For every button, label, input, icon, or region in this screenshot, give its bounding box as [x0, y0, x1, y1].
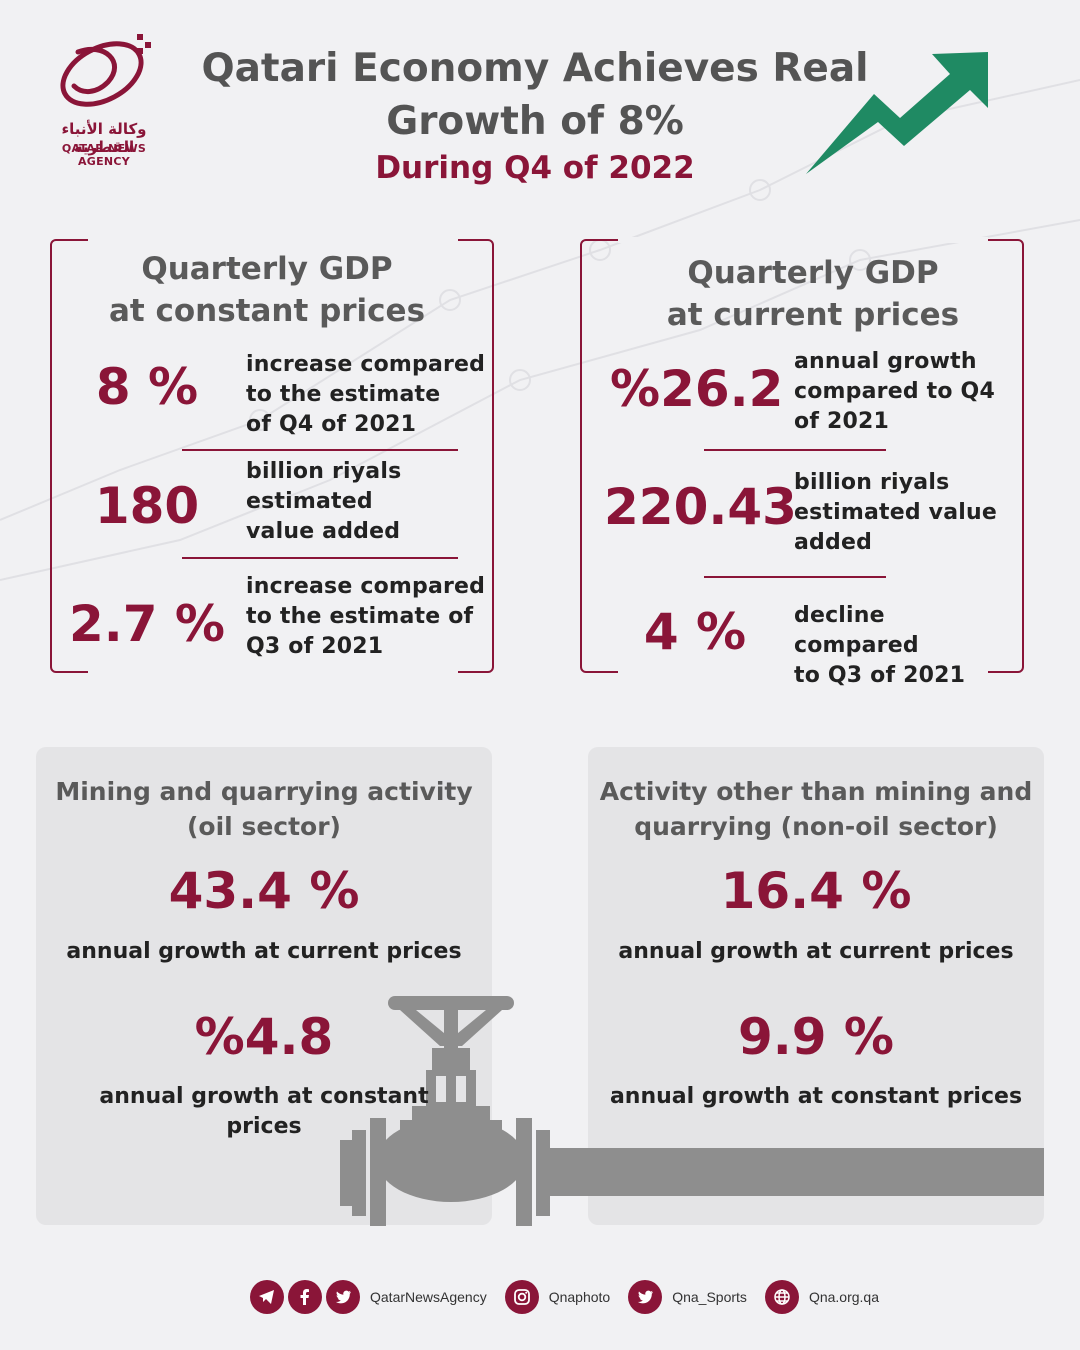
footer-handle-photo[interactable]: Qnaphoto [548, 1289, 611, 1305]
non-oil-sector-panel [588, 747, 1044, 1225]
oil-current-growth-value: 43.4 % [168, 862, 360, 920]
logo-arabic-text: وكالة الأنباء القطرية [61, 120, 147, 156]
twitter-icon[interactable] [326, 1280, 360, 1314]
stat-value: 220.43 [604, 478, 797, 536]
qna-logo: وكالة الأنباء القطرية QATAR NEWS AGENCY [34, 32, 174, 168]
stat-value: %26.2 [610, 360, 784, 418]
current-box-title-line-1: Quarterly GDP [687, 255, 939, 291]
footer-handle-qna[interactable]: QatarNewsAgency [370, 1289, 487, 1305]
page-subtitle: During Q4 of 2022 [375, 150, 695, 186]
footer-handle-website[interactable]: Qna.org.qa [808, 1289, 879, 1305]
title-line-2: Growth of 8% [386, 99, 684, 144]
stat-value: 2.7 % [68, 595, 226, 653]
non-oil-constant-growth-value: 9.9 % [737, 1008, 895, 1066]
constant-box-title-line-1: Quarterly GDP [141, 251, 393, 287]
non-oil-constant-growth-label: annual growth at constant prices [609, 1084, 1023, 1109]
divider [704, 576, 886, 578]
pipeline-valve-icon [340, 996, 1044, 1226]
current-box-title: Quarterly GDP at current prices [596, 252, 1030, 336]
logo-english-text: QATAR NEWS AGENCY [61, 142, 147, 168]
constant-box-title: Quarterly GDP at constant prices [60, 248, 474, 332]
telegram-icon[interactable] [250, 1280, 284, 1314]
footer-social-links: QatarNewsAgency Qnaphoto Qna_Sports Qna.… [250, 1280, 893, 1314]
qna-logo-icon [60, 34, 151, 107]
background-chart-lines [0, 79, 1080, 581]
stat-description: decline compared to Q3 of 2021 [794, 603, 966, 688]
oil-constant-growth-label: annual growth at constant prices [99, 1084, 429, 1139]
stat-description: billion riyals estimated value added [246, 459, 402, 544]
title-line-1: Qatari Economy Achieves Real [201, 46, 869, 91]
divider [182, 557, 458, 559]
non-oil-current-growth-value: 16.4 % [720, 862, 912, 920]
non-oil-panel-title: Activity other than mining and quarrying… [599, 777, 1033, 841]
globe-icon[interactable] [764, 1280, 799, 1314]
oil-constant-growth-value: %4.8 [194, 1008, 334, 1066]
divider [704, 449, 886, 451]
divider [182, 449, 458, 451]
oil-current-growth-label: annual growth at current prices [66, 939, 462, 964]
constant-prices-box [50, 237, 494, 675]
stat-value: 180 [94, 477, 200, 535]
twitter-icon[interactable] [628, 1280, 663, 1314]
constant-box-title-line-2: at constant prices [108, 293, 426, 329]
instagram-icon[interactable] [504, 1280, 539, 1314]
current-box-title-line-2: at current prices [666, 297, 960, 333]
stat-description: increase compared to the estimate of Q4 … [246, 352, 486, 437]
stat-value: 4 % [643, 603, 747, 661]
stat-value: 8 % [95, 358, 199, 416]
stat-description: increase compared to the estimate of Q3 … [246, 574, 486, 659]
stat-description: billion riyals estimated value added [794, 470, 997, 555]
footer-handle-sports[interactable]: Qna_Sports [672, 1289, 747, 1305]
stat-description: annual growth compared to Q4 of 2021 [794, 349, 995, 434]
current-prices-box [580, 237, 1024, 675]
facebook-icon[interactable] [288, 1280, 322, 1314]
growth-arrow-icon [806, 52, 988, 174]
non-oil-current-growth-label: annual growth at current prices [618, 939, 1014, 964]
oil-panel-title: Mining and quarrying activity (oil secto… [55, 777, 473, 841]
page-title: Qatari Economy Achieves Real Growth of 8… [190, 42, 880, 148]
